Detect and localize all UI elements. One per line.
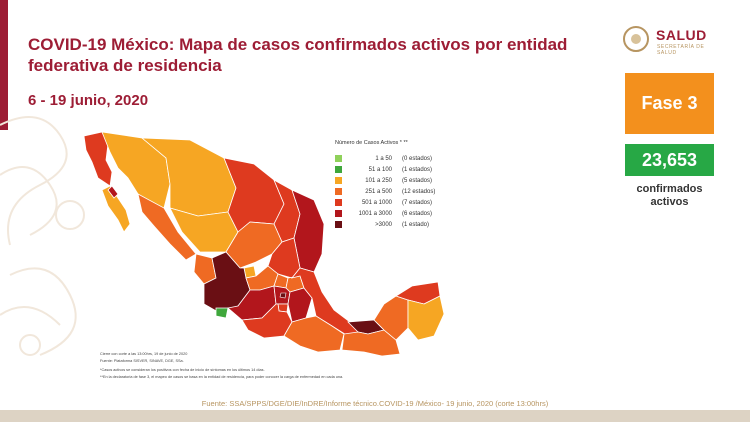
- mexico-map: [83, 131, 445, 357]
- page-title: COVID-19 México: Mapa de casos confirmad…: [28, 35, 568, 75]
- legend-range: 101 a 250: [365, 177, 392, 184]
- logo-name: SALUD: [656, 27, 707, 43]
- note-line: Cierre con corte a las 13:00hrs, 19 de j…: [100, 352, 188, 356]
- source-footer: Fuente: SSA/SPPS/DGE/DIE/InDRE/Informe t…: [201, 399, 549, 408]
- legend-range: 51 a 100: [368, 166, 392, 173]
- left-accent-bar: [0, 0, 8, 130]
- state-sinaloa: [137, 193, 197, 261]
- active-cases-label-line1: confirmados: [636, 183, 703, 195]
- decorative-pattern: [0, 116, 85, 356]
- state-baja-california-sur-tip: [107, 185, 119, 199]
- legend-states: (12 estados): [402, 188, 436, 195]
- state-colima: [215, 307, 229, 319]
- active-cases-count: 23,653: [625, 144, 714, 176]
- legend-states: (6 estados): [402, 210, 433, 217]
- legend-item: 501 a 1000 (7 estados): [335, 197, 475, 208]
- state-quintana-roo: [407, 295, 445, 341]
- logo-subtitle: SECRETARÍA DE SALUD: [657, 44, 705, 56]
- seal-icon: [623, 26, 649, 52]
- legend-swatch: [335, 221, 342, 228]
- note-line: Fuente: Plataforma SISVER, SINAVE, DGE, …: [100, 358, 184, 363]
- legend-range: 251 a 500: [365, 188, 392, 195]
- state-chiapas: [341, 329, 401, 357]
- legend-states: (1 estado): [402, 221, 430, 228]
- legend-item: 251 a 500 (12 estados): [335, 186, 475, 197]
- legend-swatch: [335, 166, 342, 173]
- legend-swatch: [335, 155, 342, 162]
- legend-range: 501 a 1000: [361, 199, 392, 206]
- salud-logo: SALUD SECRETARÍA DE SALUD: [623, 26, 723, 56]
- note-line: **En la declaratoria de fase 3, el mapeo…: [100, 374, 344, 379]
- legend-range: 1001 a 3000: [358, 210, 392, 217]
- legend-swatch: [335, 210, 342, 217]
- legend-swatch: [335, 199, 342, 206]
- map-notes: Cierre con corte a las 13:00hrs, 19 de j…: [100, 351, 420, 380]
- bottom-bar: [0, 410, 750, 422]
- date-range: 6 - 19 junio, 2020: [28, 92, 149, 109]
- legend-states: (5 estados): [402, 177, 433, 184]
- map-legend: Número de Casos Activos * ** 1 a 50 (0 e…: [335, 140, 475, 230]
- legend-range: 1 a 50: [375, 155, 392, 162]
- state-oaxaca: [283, 315, 345, 353]
- legend-swatch: [335, 188, 342, 195]
- legend-range: >3000: [375, 221, 392, 228]
- legend-item: 51 a 100 (1 estados): [335, 164, 475, 175]
- state-baja-california-sur: [101, 185, 131, 233]
- state-cdmx: [279, 292, 287, 299]
- note-line: *Casos activos se consideran los positiv…: [100, 368, 265, 372]
- legend-states: (7 estados): [402, 199, 433, 206]
- legend-item: 1001 a 3000 (6 estados): [335, 208, 475, 219]
- active-cases-label: confirmados activos: [618, 183, 721, 209]
- legend-states: (0 estados): [402, 155, 433, 162]
- active-cases-label-line2: activos: [650, 196, 689, 208]
- state-guerrero: [241, 303, 293, 339]
- legend-item: 1 a 50 (0 estados): [335, 153, 475, 164]
- legend-item: 101 a 250 (5 estados): [335, 175, 475, 186]
- phase-badge: Fase 3: [625, 73, 714, 134]
- legend-swatch: [335, 177, 342, 184]
- legend-item: >3000 (1 estado): [335, 219, 475, 230]
- legend-states: (1 estados): [402, 166, 433, 173]
- legend-title: Número de Casos Activos * **: [335, 140, 408, 146]
